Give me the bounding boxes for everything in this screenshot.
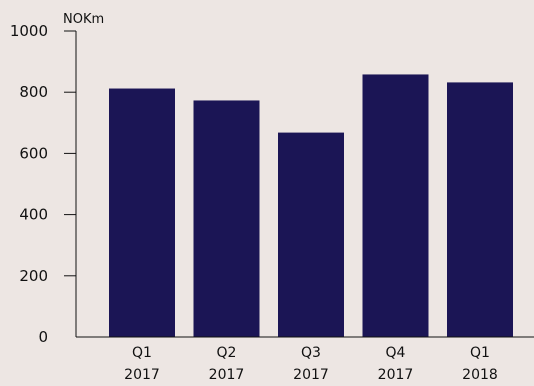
y-tick-label-200: 200	[19, 267, 48, 285]
y-unit-label: NOKm	[63, 12, 104, 27]
y-tick-label-800: 800	[19, 83, 48, 101]
y-tick-label-600: 600	[19, 144, 48, 162]
x-label-year-5: 2018	[462, 367, 498, 383]
bar-2	[193, 100, 260, 337]
bar-3	[278, 132, 344, 337]
x-label-quarter-5: Q1	[470, 345, 490, 361]
x-label-year-3: 2017	[293, 367, 329, 383]
x-label-quarter-3: Q3	[301, 345, 321, 361]
bar-5	[447, 82, 513, 338]
x-label-quarter-1: Q1	[132, 345, 152, 361]
y-tick-label-0: 0	[38, 328, 48, 346]
y-tick-label-1000: 1000	[10, 22, 48, 40]
x-label-quarter-4: Q4	[386, 345, 406, 361]
x-label-year-1: 2017	[124, 367, 160, 383]
x-label-year-4: 2017	[378, 367, 414, 383]
bar-4	[362, 74, 429, 338]
x-label-quarter-2: Q2	[217, 345, 237, 361]
bar-1	[109, 88, 175, 337]
x-label-year-2: 2017	[209, 367, 245, 383]
y-tick-label-400: 400	[19, 206, 48, 224]
